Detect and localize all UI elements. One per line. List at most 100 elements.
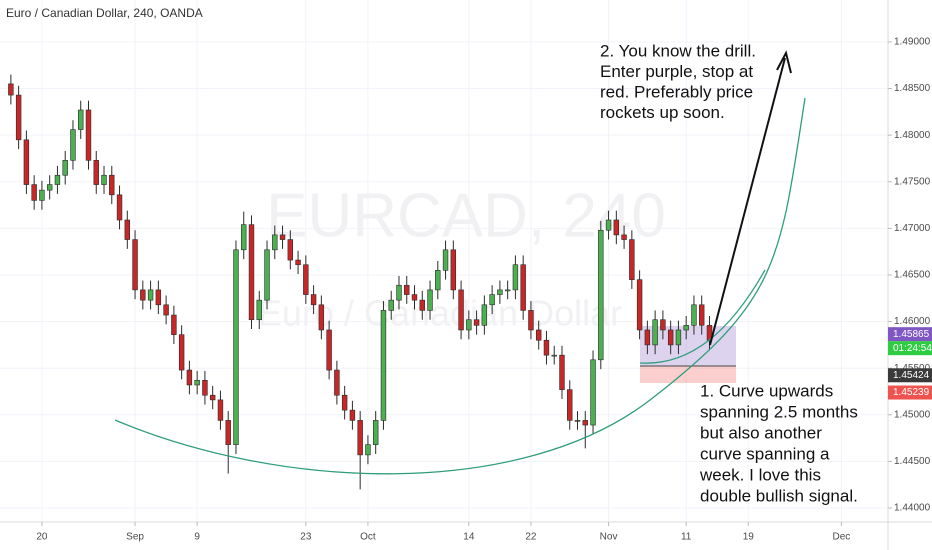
candle-body xyxy=(272,234,278,251)
candle-body xyxy=(178,334,185,371)
annotation-line: spanning 2.5 months xyxy=(700,402,858,421)
y-tick-label: 1.47500 xyxy=(894,176,931,187)
candle-body xyxy=(186,369,193,386)
candle-body xyxy=(310,294,317,306)
countdown-tag xyxy=(888,341,932,356)
annotation-line: 2. You know the drill. xyxy=(600,41,756,60)
candle-body xyxy=(396,284,402,301)
stop-zone xyxy=(640,366,736,383)
candle-body xyxy=(683,325,689,331)
candle-body xyxy=(326,329,332,371)
candle-body xyxy=(435,270,441,291)
candle-body xyxy=(574,420,581,422)
candle-body xyxy=(85,109,92,161)
candle-body xyxy=(15,94,22,141)
y-tick-label: 1.44500 xyxy=(894,456,931,467)
candle-body xyxy=(698,304,705,326)
arrow-line xyxy=(709,57,786,346)
candle-body xyxy=(404,284,410,295)
candle-body xyxy=(147,289,154,301)
candle-body xyxy=(8,83,14,96)
candle-body xyxy=(256,299,262,321)
candle-body xyxy=(621,234,627,240)
candle-body xyxy=(101,174,107,185)
candle-body xyxy=(124,219,131,240)
big-curve xyxy=(114,97,806,475)
candle-body xyxy=(46,184,53,191)
y-tick-label: 1.44000 xyxy=(894,503,931,514)
y-tick-label: 1.48000 xyxy=(894,130,931,141)
price-tag xyxy=(888,327,932,342)
candle-body xyxy=(466,319,472,331)
x-tick-label: 11 xyxy=(681,532,692,543)
candle-body xyxy=(62,160,68,176)
y-tick-label: 1.47000 xyxy=(894,223,931,234)
candle-body xyxy=(512,264,519,291)
candle-body xyxy=(450,249,457,291)
y-tick-label: 1.45000 xyxy=(894,409,931,420)
annotation-line: but also another xyxy=(700,423,822,442)
candle-body xyxy=(264,249,270,301)
annotation-line: double bullish signal. xyxy=(700,486,858,505)
candle-body xyxy=(388,299,394,311)
candle-body xyxy=(497,289,503,295)
candle-body xyxy=(582,420,588,426)
candle-body xyxy=(652,319,658,346)
candle-body xyxy=(318,304,325,331)
candle-body xyxy=(551,354,557,357)
candle-body xyxy=(644,329,651,346)
candle-body xyxy=(660,319,666,331)
price-tag-label: 1.45239 xyxy=(893,387,930,398)
candle-body xyxy=(303,264,309,295)
candle-body xyxy=(93,160,99,185)
candle-body xyxy=(535,329,542,341)
candle-body xyxy=(31,184,37,201)
candle-body xyxy=(427,289,433,311)
x-tick-label: Oct xyxy=(360,532,376,543)
candle-body xyxy=(380,310,387,421)
annotation-line: week. I love this xyxy=(699,465,821,484)
price-tag xyxy=(888,368,932,383)
header-title: Euro / Canadian Dollar, 240, OANDA xyxy=(6,6,203,20)
candle-body xyxy=(225,420,231,445)
candle-body xyxy=(667,329,674,346)
candle-body xyxy=(132,239,138,291)
candle-body xyxy=(341,394,348,411)
x-tick-label: 22 xyxy=(525,532,537,543)
candle-body xyxy=(155,289,162,306)
candle-body xyxy=(78,109,84,130)
price-tags: 1.45865 01:24:54 1.45424 1.45239 xyxy=(888,327,932,400)
candle-body xyxy=(567,389,573,421)
candle-body xyxy=(233,249,239,445)
candle-body xyxy=(419,299,425,311)
candle-body xyxy=(23,139,30,185)
small-curve xyxy=(639,269,766,364)
candle-body xyxy=(39,189,45,201)
candle-body xyxy=(279,234,286,240)
y-tick-label: 1.49000 xyxy=(894,37,931,48)
candle-body xyxy=(590,359,596,426)
annotation-line: Enter purple, stop at xyxy=(600,62,753,81)
x-tick-label: Nov xyxy=(600,532,618,543)
annotation-line: red. Preferably price xyxy=(600,82,753,101)
price-tag-label: 1.45424 xyxy=(893,370,930,381)
y-tick-label: 1.48500 xyxy=(894,83,931,94)
candle-body xyxy=(504,289,511,292)
price-tag-label: 1.45865 xyxy=(893,329,930,340)
x-tick-label: 9 xyxy=(194,532,200,543)
x-tick-label: 20 xyxy=(36,532,48,543)
candle-body xyxy=(109,174,115,196)
candle-body xyxy=(171,314,177,335)
candle-body xyxy=(248,224,255,321)
candle-body xyxy=(543,339,550,356)
candle-body xyxy=(481,304,488,326)
candles xyxy=(8,74,713,490)
candle-body xyxy=(458,289,464,331)
candle-body xyxy=(613,219,620,236)
candle-body xyxy=(209,394,216,401)
x-tick-label: 23 xyxy=(300,532,312,543)
x-tick-label: 14 xyxy=(463,532,475,543)
candle-body xyxy=(559,354,565,390)
candle-body xyxy=(116,194,123,221)
candle-body xyxy=(520,264,526,311)
